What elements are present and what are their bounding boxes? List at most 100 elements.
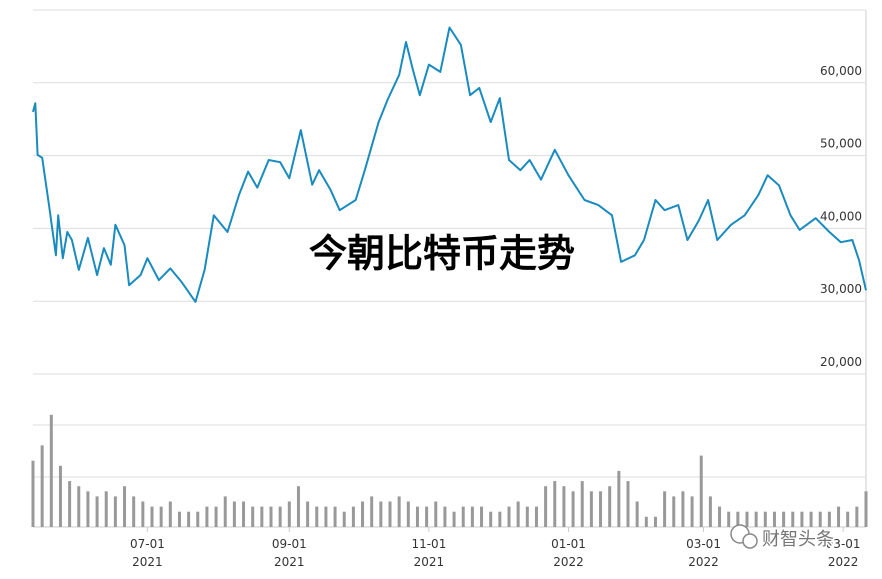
volume-bar: [168, 501, 172, 527]
watermark-text: 财智头条: [762, 529, 834, 550]
volume-bar: [800, 511, 804, 527]
volume-bar: [95, 496, 99, 527]
volume-bar: [150, 506, 154, 527]
volume-bar: [434, 501, 438, 527]
volume-bar: [68, 481, 72, 527]
volume-bar: [745, 511, 749, 527]
volume-bar: [141, 501, 145, 527]
volume-bar: [406, 501, 410, 527]
volume-bar: [205, 506, 209, 527]
volume-bar: [415, 506, 419, 527]
volume-bar: [251, 506, 255, 527]
x-tick-year: 2021: [414, 555, 445, 569]
volume-bar: [452, 511, 456, 527]
volume-bar: [361, 501, 365, 527]
y-tick-label: 30,000: [820, 282, 862, 296]
volume-bar: [425, 506, 429, 527]
volume-bar: [782, 511, 786, 527]
volume-bar: [187, 511, 191, 527]
volume-bar: [315, 506, 319, 527]
volume-bar: [599, 491, 603, 527]
volume-bar: [324, 506, 328, 527]
volume-bar: [571, 491, 575, 527]
volume-bar: [534, 506, 538, 527]
volume-bar: [507, 506, 511, 527]
volume-bar: [809, 511, 813, 527]
volume-bar: [113, 496, 117, 527]
volume-bar: [443, 506, 447, 527]
volume-bar: [260, 506, 264, 527]
volume-bar: [681, 491, 685, 527]
watermark: 财智头条: [730, 524, 836, 552]
volume-bar: [242, 501, 246, 527]
volume-bar: [342, 511, 346, 527]
volume-bar: [132, 496, 136, 527]
volume-bar: [296, 486, 300, 527]
volume-bar: [864, 491, 868, 527]
volume-bar: [269, 506, 273, 527]
volume-bar: [718, 506, 722, 527]
price-line: [32, 26, 867, 303]
volume-bar: [214, 506, 218, 527]
x-tick-year: 2022: [688, 555, 719, 569]
y-tick-label: 20,000: [820, 355, 862, 369]
volume-bar: [690, 496, 694, 527]
volume-bar: [672, 496, 676, 527]
volume-bar: [837, 506, 841, 527]
x-tick-label: 07-01: [130, 537, 165, 551]
volume-bar: [699, 455, 703, 527]
volume-bar: [772, 511, 776, 527]
volume-bar: [754, 511, 758, 527]
volume-bar: [562, 486, 566, 527]
volume-bar: [489, 511, 493, 527]
volume-bar: [498, 511, 502, 527]
x-tick-label: 03-01: [826, 537, 861, 551]
wechat-icon: [742, 533, 758, 549]
volume-bar: [77, 486, 81, 527]
volume-bar: [626, 481, 630, 527]
volume-bar: [86, 491, 90, 527]
volume-bar: [278, 506, 282, 527]
volume-bar: [608, 486, 612, 527]
y-tick-label: 50,000: [820, 137, 862, 151]
volume-bar: [635, 501, 639, 527]
volume-bar: [333, 506, 337, 527]
volume-bar: [388, 501, 392, 527]
volume-bar: [617, 470, 621, 527]
volume-bar: [104, 491, 108, 527]
volume-bar: [223, 496, 227, 527]
volume-bar: [370, 496, 374, 527]
volume-bar: [123, 486, 127, 527]
volume-bar: [40, 445, 44, 527]
x-tick-label: 01-01: [551, 537, 586, 551]
volume-bar: [525, 506, 529, 527]
volume-bar: [644, 516, 648, 527]
volume-bar: [461, 506, 465, 527]
volume-bar: [544, 486, 548, 527]
x-tick-label: 03-01: [686, 537, 721, 551]
volume-bar: [727, 511, 731, 527]
volume-bar: [49, 414, 53, 527]
volume-bar: [470, 506, 474, 527]
x-tick-label: 11-01: [411, 537, 446, 551]
volume-bar: [287, 501, 291, 527]
volume-bar: [232, 501, 236, 527]
x-tick-year: 2022: [553, 555, 584, 569]
volume-bar: [58, 465, 62, 527]
y-tick-label: 60,000: [820, 64, 862, 78]
volume-bar: [653, 516, 657, 527]
volume-bar: [791, 511, 795, 527]
volume-bar: [159, 506, 163, 527]
volume-bar: [827, 511, 831, 527]
x-tick-label: 09-01: [272, 537, 307, 551]
volume-bar: [480, 506, 484, 527]
volume-bar: [855, 506, 859, 527]
volume-bar: [663, 491, 667, 527]
y-tick-label: 40,000: [820, 209, 862, 223]
volume-bar: [708, 496, 712, 527]
volume-bar: [736, 511, 740, 527]
volume-bar: [177, 511, 181, 527]
volume-bar: [306, 501, 310, 527]
